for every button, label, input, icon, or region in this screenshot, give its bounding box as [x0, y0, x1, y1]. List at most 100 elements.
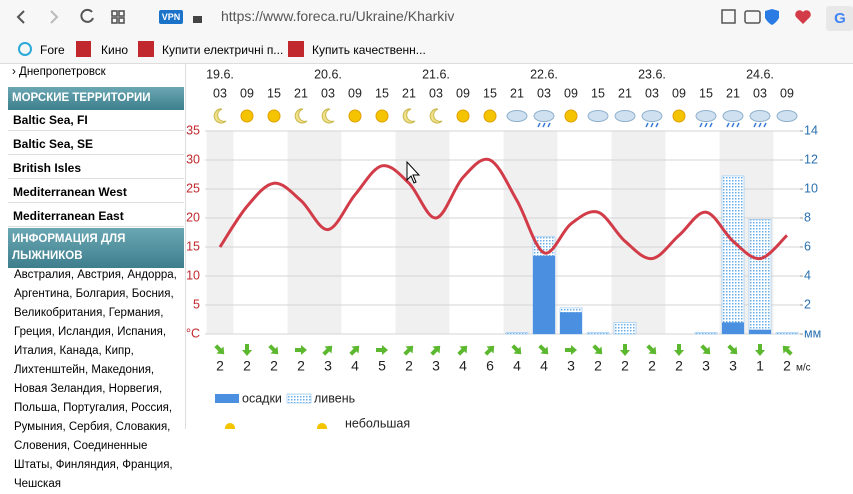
night-band — [638, 131, 666, 334]
forward-button[interactable] — [50, 10, 59, 24]
arrow-shape — [727, 344, 738, 355]
section-header: МОРСКИЕ ТЕРРИТОРИИ — [8, 87, 184, 110]
wind-speed: 2 — [783, 358, 791, 374]
page: VPN https://www.foreca.ru/Ukraine/Kharki… — [0, 6, 853, 490]
shower-bar — [694, 332, 718, 335]
legend-label: ливень — [314, 391, 355, 405]
sun — [240, 109, 254, 123]
weather-icon — [506, 110, 528, 122]
hour-label: 15 — [375, 86, 389, 100]
arrow-shape — [511, 344, 522, 355]
wind-speed: 2 — [675, 358, 683, 374]
sea-link[interactable]: Baltic Sea, SE — [8, 132, 184, 155]
sea-link[interactable]: Mediterranean East — [8, 204, 184, 227]
bookmark[interactable]: Fore — [40, 43, 65, 57]
arrow-shape — [620, 344, 630, 356]
wind-arrow — [214, 344, 225, 355]
cloud — [776, 110, 798, 122]
weather-icon — [213, 108, 227, 124]
arrow-shape — [295, 345, 307, 355]
tabs-button[interactable] — [111, 10, 125, 24]
rain — [645, 122, 659, 128]
sun — [564, 109, 578, 123]
arrow-shape — [322, 345, 333, 356]
date-label: 19.6. — [206, 67, 234, 81]
reload-button[interactable] — [80, 8, 94, 23]
section-header: ИНФОРМАЦИЯ ДЛЯ ЛЫЖНИКОВ — [8, 228, 184, 268]
city-link[interactable]: Днепропетровск — [19, 66, 106, 78]
weather-icon — [533, 110, 555, 128]
shield-icon[interactable] — [765, 9, 779, 25]
sea-link[interactable]: British Isles — [8, 156, 184, 179]
bookmark[interactable]: Купити електричні п... — [162, 43, 284, 57]
url[interactable]: https://www.foreca.ru/Ukraine/Kharkiv — [221, 8, 454, 24]
moon — [321, 108, 335, 124]
wind-speed: 3 — [567, 358, 575, 374]
wind-arrow — [268, 344, 279, 355]
arrow-shape — [592, 344, 603, 355]
heart-icon[interactable] — [795, 10, 811, 24]
arrow-shape — [782, 345, 793, 356]
temperature-line — [218, 157, 789, 261]
precip-bar — [560, 312, 582, 334]
camera-icon[interactable] — [744, 10, 761, 24]
wind-arrow — [620, 344, 630, 356]
cloud — [587, 110, 609, 122]
shower-bar — [721, 175, 745, 335]
rain — [753, 122, 767, 128]
arrow-shape — [755, 344, 765, 356]
y-tick-label: 15 — [186, 239, 200, 253]
wind-speed: 2 — [621, 358, 629, 374]
y2-tick-label: 6 — [804, 239, 811, 253]
bookmark[interactable]: Кино — [101, 43, 128, 57]
cloud — [722, 110, 744, 122]
bookmark[interactable]: Купить качественн... — [312, 43, 426, 57]
sun — [348, 109, 362, 123]
lock-icon — [193, 16, 202, 23]
vpn-badge[interactable] — [159, 10, 183, 24]
y2-tick-label: 4 — [804, 268, 811, 282]
arrow-shape — [457, 345, 468, 356]
y2-tick-label: 14 — [804, 123, 818, 137]
arrow-shape — [565, 345, 577, 355]
wind-arrow — [484, 345, 495, 356]
cloud — [614, 110, 636, 122]
y-tick-label: 10 — [186, 268, 200, 282]
hour-label: 03 — [213, 86, 227, 100]
footer-text: небольшая — [345, 416, 410, 429]
sea-link[interactable]: Baltic Sea, FI — [8, 108, 184, 131]
night-band — [395, 131, 423, 334]
back-button[interactable] — [16, 10, 25, 24]
hour-label: 21 — [294, 86, 308, 100]
sun — [456, 109, 470, 123]
rain — [699, 122, 713, 128]
moon — [402, 108, 416, 124]
weather-icon — [749, 110, 771, 128]
hour-label: 03 — [429, 86, 443, 100]
google-icon: G — [834, 10, 846, 27]
weather-icon — [402, 108, 416, 124]
y2-tick-label: 2 — [804, 297, 811, 311]
sea-link[interactable]: Mediterranean West — [8, 180, 184, 203]
wind-speed: 1 — [756, 358, 764, 374]
hour-label: 15 — [699, 86, 713, 100]
legend-label: осадки — [242, 391, 282, 405]
weather-icon — [240, 109, 254, 123]
hour-label: 09 — [564, 86, 578, 100]
legend-icon — [317, 423, 327, 429]
legend-swatch — [286, 393, 312, 404]
weather-icon — [375, 109, 389, 123]
sun — [375, 109, 389, 123]
bookmarks-bar: Fore Кино Купити електричні п... Купить … — [0, 35, 853, 64]
google-button[interactable] — [826, 6, 853, 31]
wind-speed: 4 — [513, 358, 521, 374]
share-icon[interactable] — [721, 9, 736, 24]
shower-bar — [505, 332, 529, 335]
cloud — [641, 110, 663, 122]
arrow-shape — [268, 344, 279, 355]
sun — [267, 109, 281, 123]
rain — [726, 122, 740, 128]
y-tick-label: 20 — [186, 210, 200, 224]
hour-label: 21 — [510, 86, 524, 100]
